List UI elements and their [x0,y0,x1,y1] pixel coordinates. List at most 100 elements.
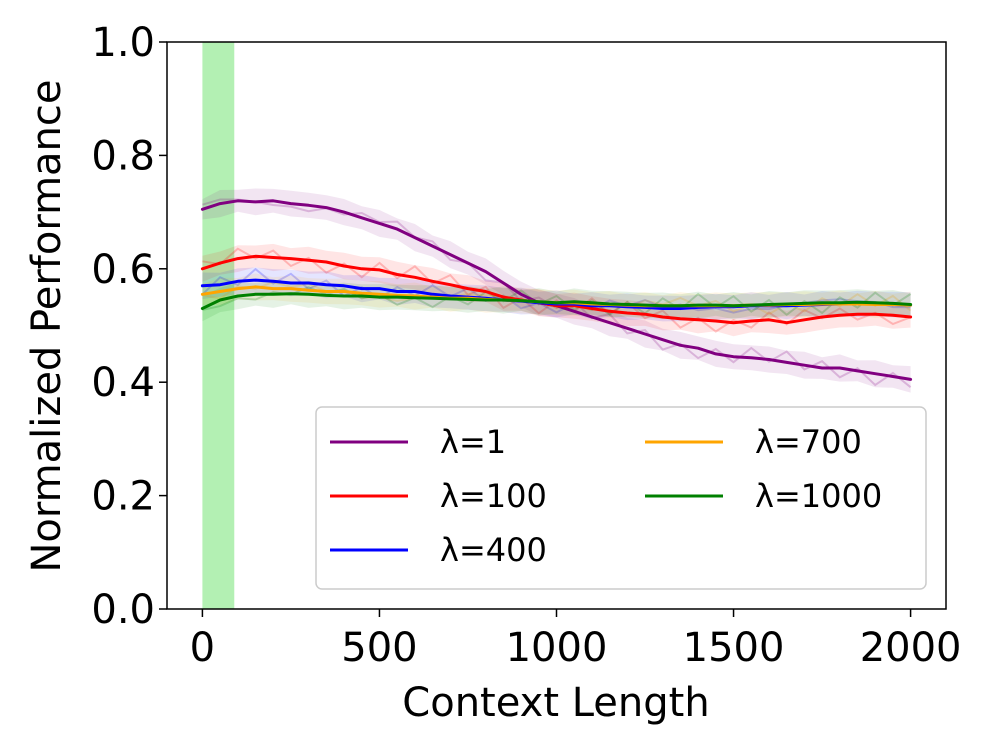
data-point [343,265,346,268]
data-point [590,316,593,319]
data-point [236,287,239,290]
y-tick-label: 0.4 [91,360,155,406]
data-point [555,301,558,304]
data-point [909,316,912,319]
legend-entry: λ=100 [330,477,547,515]
x-tick-label: 1500 [683,625,785,671]
data-point [891,314,894,317]
data-point [714,304,717,307]
legend-entry: λ=400 [330,531,547,569]
data-point [254,255,257,258]
y-tick-label: 1.0 [91,20,155,66]
data-point [768,303,771,306]
data-point [289,202,292,205]
data-point [219,202,222,205]
y-axis-ticks: 0.0 0.2 0.4 0.6 0.8 1.0 [91,20,167,633]
data-point [307,259,310,262]
data-point [360,295,363,298]
data-point [484,270,487,273]
data-point [732,304,735,307]
data-point [254,293,257,296]
data-point [484,290,487,293]
data-point [697,318,700,321]
data-point [201,284,204,287]
data-point [431,297,434,300]
data-point [821,301,824,304]
data-point [626,327,629,330]
data-point [272,293,275,296]
data-point [573,310,576,313]
legend-entry: λ=1000 [645,477,882,515]
x-tick-label: 2000 [860,625,962,671]
data-point [714,320,717,323]
data-point [325,261,328,264]
data-point [803,364,806,367]
legend-label: λ=1000 [755,477,882,515]
series-band [202,188,911,393]
data-point [803,318,806,321]
x-tick-label: 0 [190,625,215,671]
data-point [449,253,452,256]
data-point [856,313,859,316]
data-point [289,257,292,260]
data-point [732,321,735,324]
data-point [838,367,841,370]
data-point [219,299,222,302]
data-point [838,301,841,304]
data-point [378,293,381,296]
data-point [909,378,912,381]
data-point [289,282,292,285]
data-point [325,206,328,209]
series-line [200,292,913,310]
data-point [467,287,470,290]
data-point [590,307,593,310]
data-point [325,290,328,293]
x-axis-ticks: 0 500 1000 1500 2000 [190,609,962,671]
data-point [467,262,470,265]
data-point [661,338,664,341]
y-axis-label: Normalized Performance [24,79,70,572]
data-point [272,199,275,202]
data-point [679,317,682,320]
data-point [325,283,328,286]
x-tick-label: 500 [341,625,417,671]
data-point [449,297,452,300]
data-point [626,303,629,306]
data-point [785,321,788,324]
data-point [590,301,593,304]
data-point [413,236,416,239]
y-tick-label: 0.6 [91,247,155,293]
legend-items: λ=1 λ=100 λ=400 λ=700 λ=1000 [330,423,882,569]
data-point [803,302,806,305]
data-point [732,355,735,358]
data-point [307,289,310,292]
data-point [750,320,753,323]
data-point [272,287,275,290]
data-point [768,358,771,361]
series-noise-line [202,247,911,333]
data-point [644,313,647,316]
data-point [413,290,416,293]
data-point [378,296,381,299]
legend-label: λ=700 [755,423,862,461]
data-point [502,282,505,285]
data-point [891,375,894,378]
data-point [254,285,257,288]
data-point [236,199,239,202]
data-point [289,292,292,295]
series-noise-line [202,198,912,388]
data-point [396,296,399,299]
data-point [378,222,381,225]
data-point [679,344,682,347]
series-band [202,243,911,337]
data-point [236,280,239,283]
data-point [714,352,717,355]
data-point [343,295,346,298]
data-point [360,216,363,219]
legend: λ=1 λ=100 λ=400 λ=700 λ=1000 [315,406,927,590]
data-point [608,310,611,313]
data-point [697,304,700,307]
legend-entry: λ=1 [330,423,506,461]
data-point [537,300,540,303]
